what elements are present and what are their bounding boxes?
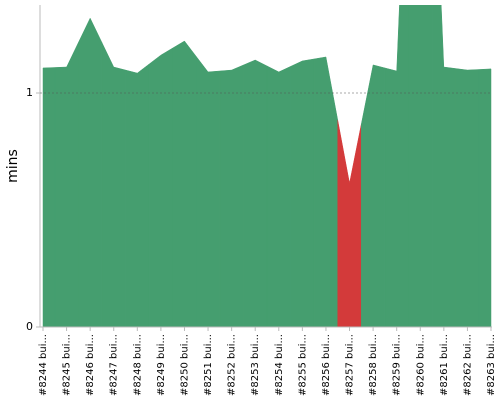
- x-tick-label: #8261 bui...: [439, 334, 450, 396]
- y-tick-label: 1: [26, 86, 33, 99]
- y-tick-label: 0: [26, 320, 33, 333]
- x-tick-label: #8252 bui...: [227, 334, 238, 396]
- area-band: [101, 42, 126, 327]
- area-band: [243, 59, 268, 327]
- x-tick-label: #8245 bui...: [62, 334, 73, 396]
- area-band: [313, 56, 338, 327]
- x-tick-label: #8255 bui...: [297, 334, 308, 396]
- y-axis-label: mins: [5, 149, 21, 183]
- area-band: [42, 67, 56, 327]
- x-tick-label: #8258 bui...: [368, 334, 379, 396]
- x-tick-label: #8246 bui...: [85, 334, 96, 396]
- plot-area: [42, 5, 492, 327]
- area-band: [219, 64, 244, 327]
- x-tick-label: #8263 bui...: [486, 334, 497, 396]
- area-band: [290, 58, 315, 327]
- x-tick-label: #8256 bui...: [321, 334, 332, 396]
- area-band: [54, 42, 79, 327]
- x-tick-label: #8254 bui...: [274, 334, 285, 396]
- area-band: [125, 63, 150, 327]
- area-band: [478, 68, 492, 327]
- x-tick-label: #8262 bui...: [462, 334, 473, 396]
- area-band: [266, 65, 291, 327]
- area-band: [384, 5, 409, 327]
- area-band: [172, 40, 197, 327]
- x-tick-label: #8251 bui...: [203, 334, 214, 396]
- x-tick-label: #8244 bui...: [38, 334, 49, 396]
- area-band: [455, 68, 480, 327]
- area-band: [431, 5, 456, 327]
- x-tick-label: #8247 bui...: [109, 334, 120, 396]
- area-band: [408, 5, 433, 327]
- area-band: [361, 64, 386, 327]
- x-tick-label: #8248 bui...: [132, 334, 143, 396]
- x-tick-label: #8260 bui...: [415, 334, 426, 396]
- area-band: [148, 47, 173, 327]
- area-band: [196, 55, 221, 327]
- x-tick-label: #8250 bui...: [179, 334, 190, 396]
- x-tick-label: #8257 bui...: [345, 334, 356, 396]
- x-tick-label: #8259 bui...: [392, 334, 403, 396]
- area-band: [78, 17, 103, 327]
- x-tick-label: #8253 bui...: [250, 334, 261, 396]
- area-band: [337, 119, 362, 327]
- x-tick-label: #8249 bui...: [156, 334, 167, 396]
